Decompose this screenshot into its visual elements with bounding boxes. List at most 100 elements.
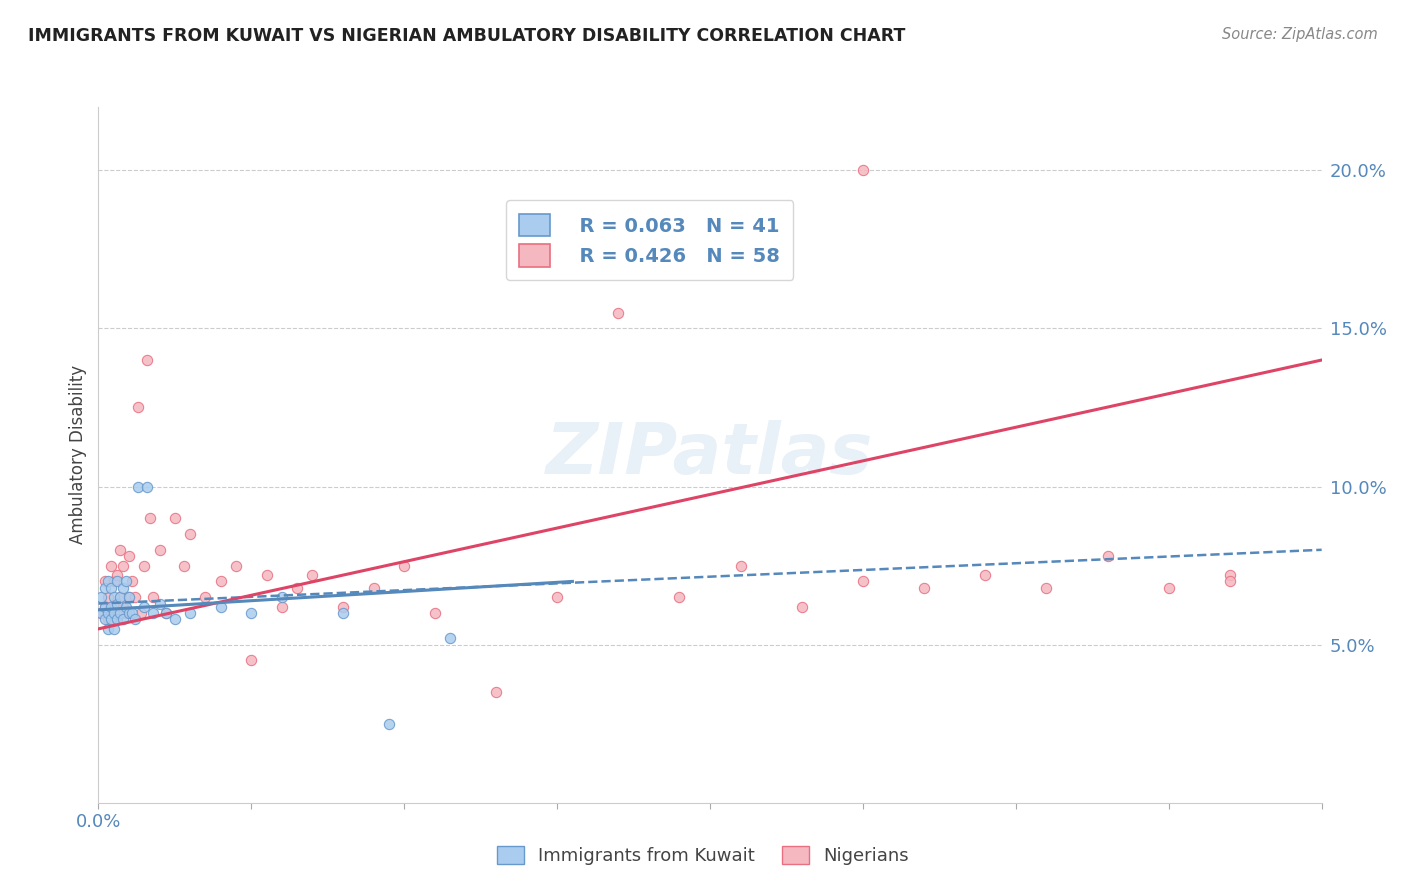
Point <box>1157 581 1180 595</box>
Point <box>139 511 162 525</box>
Y-axis label: Ambulatory Disability: Ambulatory Disability <box>69 366 87 544</box>
Point <box>546 591 568 605</box>
Point <box>118 606 141 620</box>
Point <box>90 606 112 620</box>
Point <box>974 568 997 582</box>
Point <box>332 599 354 614</box>
Point <box>1035 581 1057 595</box>
Point <box>105 612 128 626</box>
Point <box>97 612 120 626</box>
Point <box>179 606 201 620</box>
Point <box>97 574 120 589</box>
Legend:   R = 0.063   N = 41,   R = 0.426   N = 58: R = 0.063 N = 41, R = 0.426 N = 58 <box>506 200 793 280</box>
Point <box>1097 549 1119 563</box>
Point <box>111 581 134 595</box>
Point <box>852 163 875 178</box>
Point <box>136 479 159 493</box>
Point <box>108 591 131 605</box>
Text: IMMIGRANTS FROM KUWAIT VS NIGERIAN AMBULATORY DISABILITY CORRELATION CHART: IMMIGRANTS FROM KUWAIT VS NIGERIAN AMBUL… <box>28 27 905 45</box>
Point <box>240 653 263 667</box>
Point <box>103 599 125 614</box>
Point <box>134 558 156 573</box>
Point <box>790 599 813 614</box>
Point <box>209 599 232 614</box>
Point <box>225 558 247 573</box>
Point <box>115 606 138 620</box>
Point <box>103 574 125 589</box>
Point <box>149 542 172 557</box>
Point <box>93 599 115 614</box>
Point <box>108 591 131 605</box>
Point <box>485 685 508 699</box>
Point <box>423 606 446 620</box>
Point <box>118 591 141 605</box>
Point <box>668 591 690 605</box>
Text: ZIPatlas: ZIPatlas <box>547 420 873 490</box>
Point <box>209 574 232 589</box>
Point <box>100 606 122 620</box>
Point <box>163 612 186 626</box>
Point <box>108 542 131 557</box>
Point <box>115 574 138 589</box>
Point <box>363 581 385 595</box>
Point <box>136 353 159 368</box>
Point <box>108 606 131 620</box>
Point <box>301 568 323 582</box>
Point <box>392 558 416 573</box>
Legend: Immigrants from Kuwait, Nigerians: Immigrants from Kuwait, Nigerians <box>488 837 918 874</box>
Point <box>127 401 149 415</box>
Point <box>179 527 201 541</box>
Point <box>270 599 292 614</box>
Point <box>103 591 125 605</box>
Point <box>90 606 112 620</box>
Point <box>103 606 125 620</box>
Point <box>100 581 122 595</box>
Point <box>378 716 401 731</box>
Point <box>163 511 186 525</box>
Point <box>111 612 134 626</box>
Point <box>1219 574 1241 589</box>
Point <box>173 558 195 573</box>
Point <box>93 581 115 595</box>
Point <box>118 549 141 563</box>
Point <box>105 612 128 626</box>
Point <box>100 558 122 573</box>
Point <box>97 606 120 620</box>
Point <box>155 606 177 620</box>
Point <box>852 574 875 589</box>
Point <box>129 606 152 620</box>
Point <box>155 606 177 620</box>
Point <box>124 612 146 626</box>
Point <box>93 599 115 614</box>
Point <box>124 591 146 605</box>
Point <box>270 591 292 605</box>
Point <box>105 568 128 582</box>
Text: 0.0%: 0.0% <box>76 813 121 830</box>
Point <box>1219 568 1241 582</box>
Point <box>90 591 112 605</box>
Point <box>194 591 217 605</box>
Point <box>134 599 156 614</box>
Point <box>100 599 122 614</box>
Point <box>100 612 122 626</box>
Point <box>118 591 141 605</box>
Point <box>607 305 630 319</box>
Point <box>142 606 165 620</box>
Point <box>912 581 935 595</box>
Point <box>105 597 128 611</box>
Point <box>115 599 138 614</box>
Point <box>111 558 134 573</box>
Point <box>149 597 172 611</box>
Point <box>93 612 115 626</box>
Point <box>256 568 278 582</box>
Point <box>730 558 752 573</box>
Point <box>121 606 143 620</box>
Point <box>285 581 308 595</box>
Point <box>103 622 125 636</box>
Point <box>439 632 461 646</box>
Text: Source: ZipAtlas.com: Source: ZipAtlas.com <box>1222 27 1378 42</box>
Point <box>121 574 143 589</box>
Point <box>111 599 134 614</box>
Point <box>97 622 120 636</box>
Point <box>240 606 263 620</box>
